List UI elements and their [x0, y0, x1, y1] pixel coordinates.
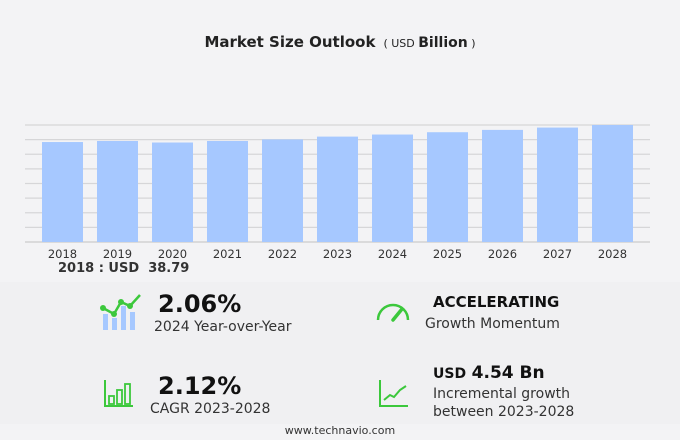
- x-tick-label: 2028: [598, 247, 627, 261]
- bar-chart: 2018 2019 2020 2021 2022 2023 2024 2025 2026 2027…: [25, 124, 650, 261]
- cagr-label: CAGR 2023-2028: [150, 401, 271, 417]
- incremental-value: USD 4.54 Bn: [433, 363, 545, 383]
- x-tick-label: 2025: [433, 247, 462, 261]
- bar-2026[interactable]: [482, 129, 523, 242]
- momentum-value: ACCELERATING: [433, 293, 560, 311]
- yoy-chart-icon: [100, 294, 141, 330]
- x-tick-label: 2018: [48, 247, 77, 261]
- incremental-prefix: USD: [433, 366, 467, 382]
- growth-line-icon: [379, 380, 408, 407]
- bar-2019[interactable]: [97, 140, 138, 242]
- speedometer-icon: [376, 303, 410, 322]
- x-tick-label: 2027: [543, 247, 572, 261]
- incremental-label-1: Incremental growth: [433, 386, 571, 402]
- unit-label: ( USD Billion ): [383, 35, 476, 51]
- incremental-amount: 4.54 Bn: [471, 363, 545, 383]
- bar-2023[interactable]: [317, 136, 358, 242]
- footer-url[interactable]: www.technavio.com: [284, 424, 396, 437]
- chart-title: Market Size Outlook ( USD Billion ): [0, 33, 680, 51]
- momentum-label: Growth Momentum: [425, 316, 560, 332]
- x-tick-label: 2021: [213, 247, 242, 261]
- title-text: Market Size Outlook: [204, 33, 376, 51]
- bar-2027[interactable]: [537, 127, 578, 242]
- x-tick-label: 2024: [378, 247, 407, 261]
- yoy-value: 2.06%: [158, 290, 242, 318]
- bar-2020[interactable]: [152, 142, 193, 242]
- incremental-label-2: between 2023-2028: [433, 404, 575, 420]
- cagr-chart-icon: [104, 380, 133, 407]
- first-value-label: 2018 : USD 38.79: [58, 261, 190, 276]
- bar-2021[interactable]: [207, 140, 248, 242]
- x-tick-label: 2020: [158, 247, 187, 261]
- bar-2018[interactable]: [42, 142, 83, 242]
- x-tick-label: 2019: [103, 247, 132, 261]
- unit-prefix: USD: [391, 37, 415, 50]
- bar-2028[interactable]: [592, 125, 633, 242]
- x-tick-label: 2023: [323, 247, 352, 261]
- bar-2022[interactable]: [262, 139, 303, 242]
- yoy-label: 2024 Year-over-Year: [154, 319, 292, 335]
- bar-2024[interactable]: [372, 134, 413, 242]
- unit-text: Billion: [418, 35, 468, 51]
- x-tick-label: 2026: [488, 247, 517, 261]
- x-tick-label: 2022: [268, 247, 297, 261]
- cagr-value: 2.12%: [158, 372, 242, 400]
- bar-2025[interactable]: [427, 132, 468, 242]
